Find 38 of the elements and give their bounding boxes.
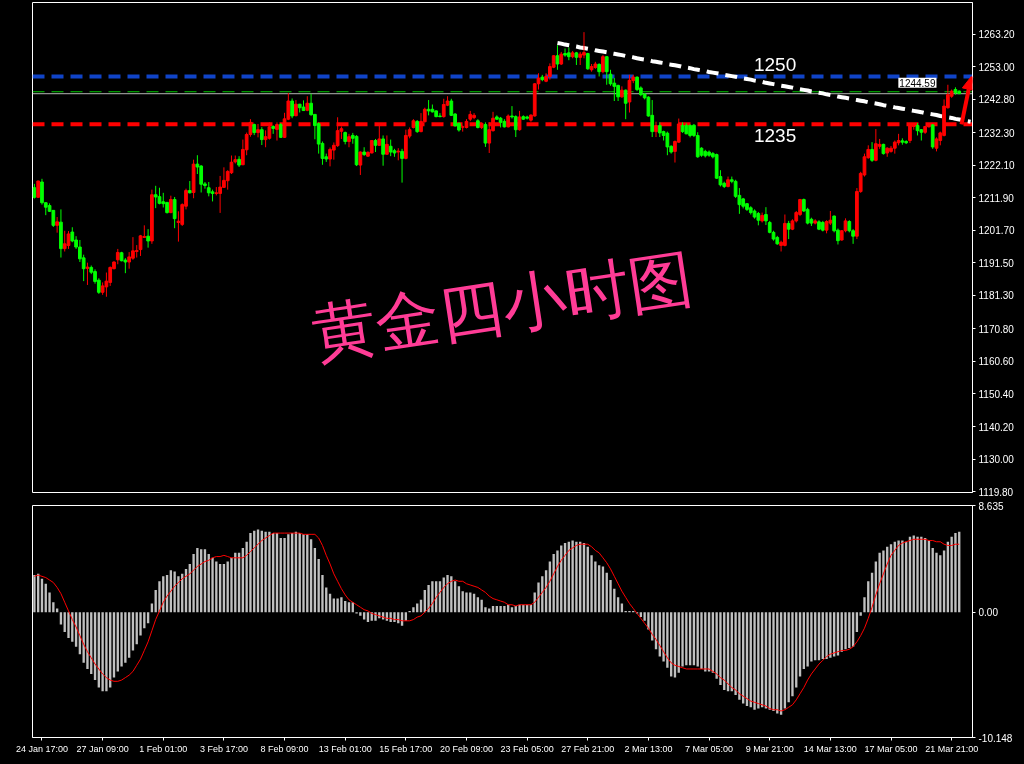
y-tick-label: 1150.40 <box>978 388 1015 400</box>
y-tick-label: 1181.30 <box>978 290 1015 302</box>
y-tick-label: 1263.20 <box>978 29 1016 41</box>
x-tick-label: 8 Feb 09:00 <box>260 743 309 754</box>
y-tick-label: 1119.80 <box>978 486 1014 498</box>
text: 黄金四小时图 <box>307 241 698 372</box>
x-tick-label: 17 Mar 05:00 <box>864 743 918 754</box>
y-tick-label: 0.00 <box>978 607 999 619</box>
y-tick-label: 1253.00 <box>978 61 1016 73</box>
x-tick-label: 21 Mar 21:00 <box>925 743 979 754</box>
ref-line-label: 1244.59 <box>899 77 936 89</box>
ref-line-label: 1235 <box>753 125 797 147</box>
x-tick-label: 2 Mar 13:00 <box>624 743 673 754</box>
y-tick-label: 1222.10 <box>978 160 1016 172</box>
x-tick-label: 27 Jan 09:00 <box>76 743 129 754</box>
x-tick-label: 7 Mar 05:00 <box>685 743 734 754</box>
y-tick-label: 1201.70 <box>978 225 1016 237</box>
y-tick-label: 1130.00 <box>978 454 1015 466</box>
x-tick-label: 23 Feb 05:00 <box>500 743 554 754</box>
x-tick-label: 14 Mar 13:00 <box>803 743 857 754</box>
y-tick-label: 1211.90 <box>978 192 1015 204</box>
x-tick-label: 15 Feb 17:00 <box>379 743 433 754</box>
y-tick-label: 1160.60 <box>978 356 1015 368</box>
y-tick-label: -10.148 <box>978 732 1013 744</box>
x-tick-label: 3 Feb 17:00 <box>199 743 248 754</box>
x-tick-label: 9 Mar 21:00 <box>745 743 794 754</box>
y-tick-label: 1191.50 <box>978 257 1015 269</box>
y-tick-label: 1232.30 <box>978 127 1016 139</box>
y-tick-label: 1170.80 <box>978 323 1015 335</box>
y-tick-label: 8.635 <box>978 500 1004 512</box>
y-tick-label: 1242.80 <box>978 94 1016 106</box>
x-tick-label: 13 Feb 01:00 <box>318 743 372 754</box>
x-tick-label: 20 Feb 09:00 <box>439 743 494 754</box>
x-tick-label: 27 Feb 21:00 <box>561 743 615 754</box>
x-tick-label: 24 Jan 17:00 <box>15 743 68 754</box>
y-tick-label: 1140.20 <box>978 421 1015 433</box>
ref-line-label: 1250 <box>753 54 797 76</box>
x-tick-label: 1 Feb 01:00 <box>139 743 188 754</box>
